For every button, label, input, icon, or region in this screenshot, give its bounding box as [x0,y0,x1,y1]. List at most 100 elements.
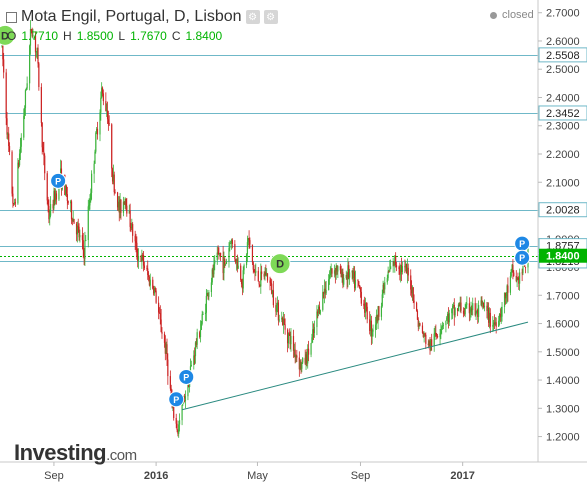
candle-body [147,268,149,276]
candle-body [218,253,220,255]
d-marker-6[interactable]: D [0,24,16,46]
candle-body [275,305,277,312]
candle-body [301,362,303,369]
candle-body [40,87,42,123]
candle-body [486,305,488,311]
level-label-box-2 [538,202,587,218]
status-dot-icon [490,11,497,19]
candle-body [96,128,98,133]
candle-body [311,337,313,344]
title-row: Mota Engil, Portugal, D, Lisbon ⚙ ⚙ [6,7,278,27]
candle-body [101,87,104,94]
candle-body [90,192,92,201]
candle-body [105,101,107,112]
candle-body [173,403,175,418]
p-marker-icon[interactable] [514,249,531,266]
candle-body [475,311,477,316]
p-marker-4[interactable]: P [514,235,531,252]
candle-body [522,264,524,274]
candle-body [329,271,331,276]
p-marker-icon[interactable] [168,391,185,408]
candle-body [184,396,187,402]
candle-body [129,210,131,227]
d-marker-icon[interactable] [269,253,291,275]
candle-body [319,309,321,314]
settings-icon[interactable]: ⚙ [245,10,260,24]
candle-body [383,284,385,290]
candle-body [434,332,436,334]
collapse-icon[interactable] [6,11,17,23]
candle-body [363,303,365,306]
candle-body [441,327,443,330]
candle-body [328,279,330,291]
candle-body [158,302,160,313]
candle-body [345,275,347,279]
p-marker-icon[interactable] [50,172,67,189]
candle-body [230,239,233,244]
d-marker-icon[interactable] [0,24,16,46]
candle-body [307,348,310,355]
candle-body [388,271,390,273]
p-marker-5[interactable]: P [514,249,531,266]
candle-body [208,292,210,297]
candle-body [494,322,496,325]
candle-body [47,200,49,207]
candle-body [249,240,251,245]
candle-body [288,333,290,335]
candle-body [77,225,79,227]
p-marker-2[interactable]: P [178,368,195,385]
candle-body [483,302,485,308]
candle-body [266,273,268,276]
candle-body [111,168,114,182]
candle-body [3,59,5,73]
candle-body [310,343,312,355]
candle-body [296,355,298,358]
candle-body [271,290,274,294]
candle-body [380,306,383,317]
candle-body [427,343,429,345]
candle-body [41,122,43,148]
p-marker-icon[interactable] [178,368,195,385]
p-marker-0[interactable]: P [50,172,67,189]
candles [1,20,529,438]
candle-body [142,254,144,256]
candle-body [343,278,345,285]
candle-body [152,279,154,289]
d-marker-3[interactable]: D [269,253,291,275]
candle-body [282,318,285,326]
candle-body [101,87,103,98]
candle-body [276,305,278,312]
candle-body [8,133,10,147]
candle-body [429,341,431,351]
candle-body [348,272,351,278]
candle-body [234,244,236,259]
candle-body [70,201,72,204]
p-marker-1[interactable]: P [168,391,185,408]
candle-body [382,284,384,295]
candle-body [119,199,121,213]
candle-body [264,272,266,277]
candle-body [19,146,22,154]
candle-body [421,325,424,333]
y-tick-label: 2.6000 [546,36,580,48]
candle-body [299,361,301,370]
trendline[interactable] [181,321,529,411]
candle-body [493,322,495,326]
candle-body [217,252,219,254]
gear-icon[interactable]: ⚙ [263,10,278,24]
candle-body [305,354,307,364]
candle-body [82,240,84,251]
chart-title: Mota Engil, Portugal, D, Lisbon [21,8,242,25]
candle-body [207,292,209,297]
candle-body [419,323,421,326]
candle-body [317,311,319,314]
candle-body [417,319,419,327]
candle-body [334,270,336,276]
candle-body [66,194,68,201]
candle-body [196,332,198,345]
ohlc-low-key: L [118,29,126,43]
candle-body [407,267,409,276]
candle-body [340,270,342,278]
candle-body [35,51,37,53]
